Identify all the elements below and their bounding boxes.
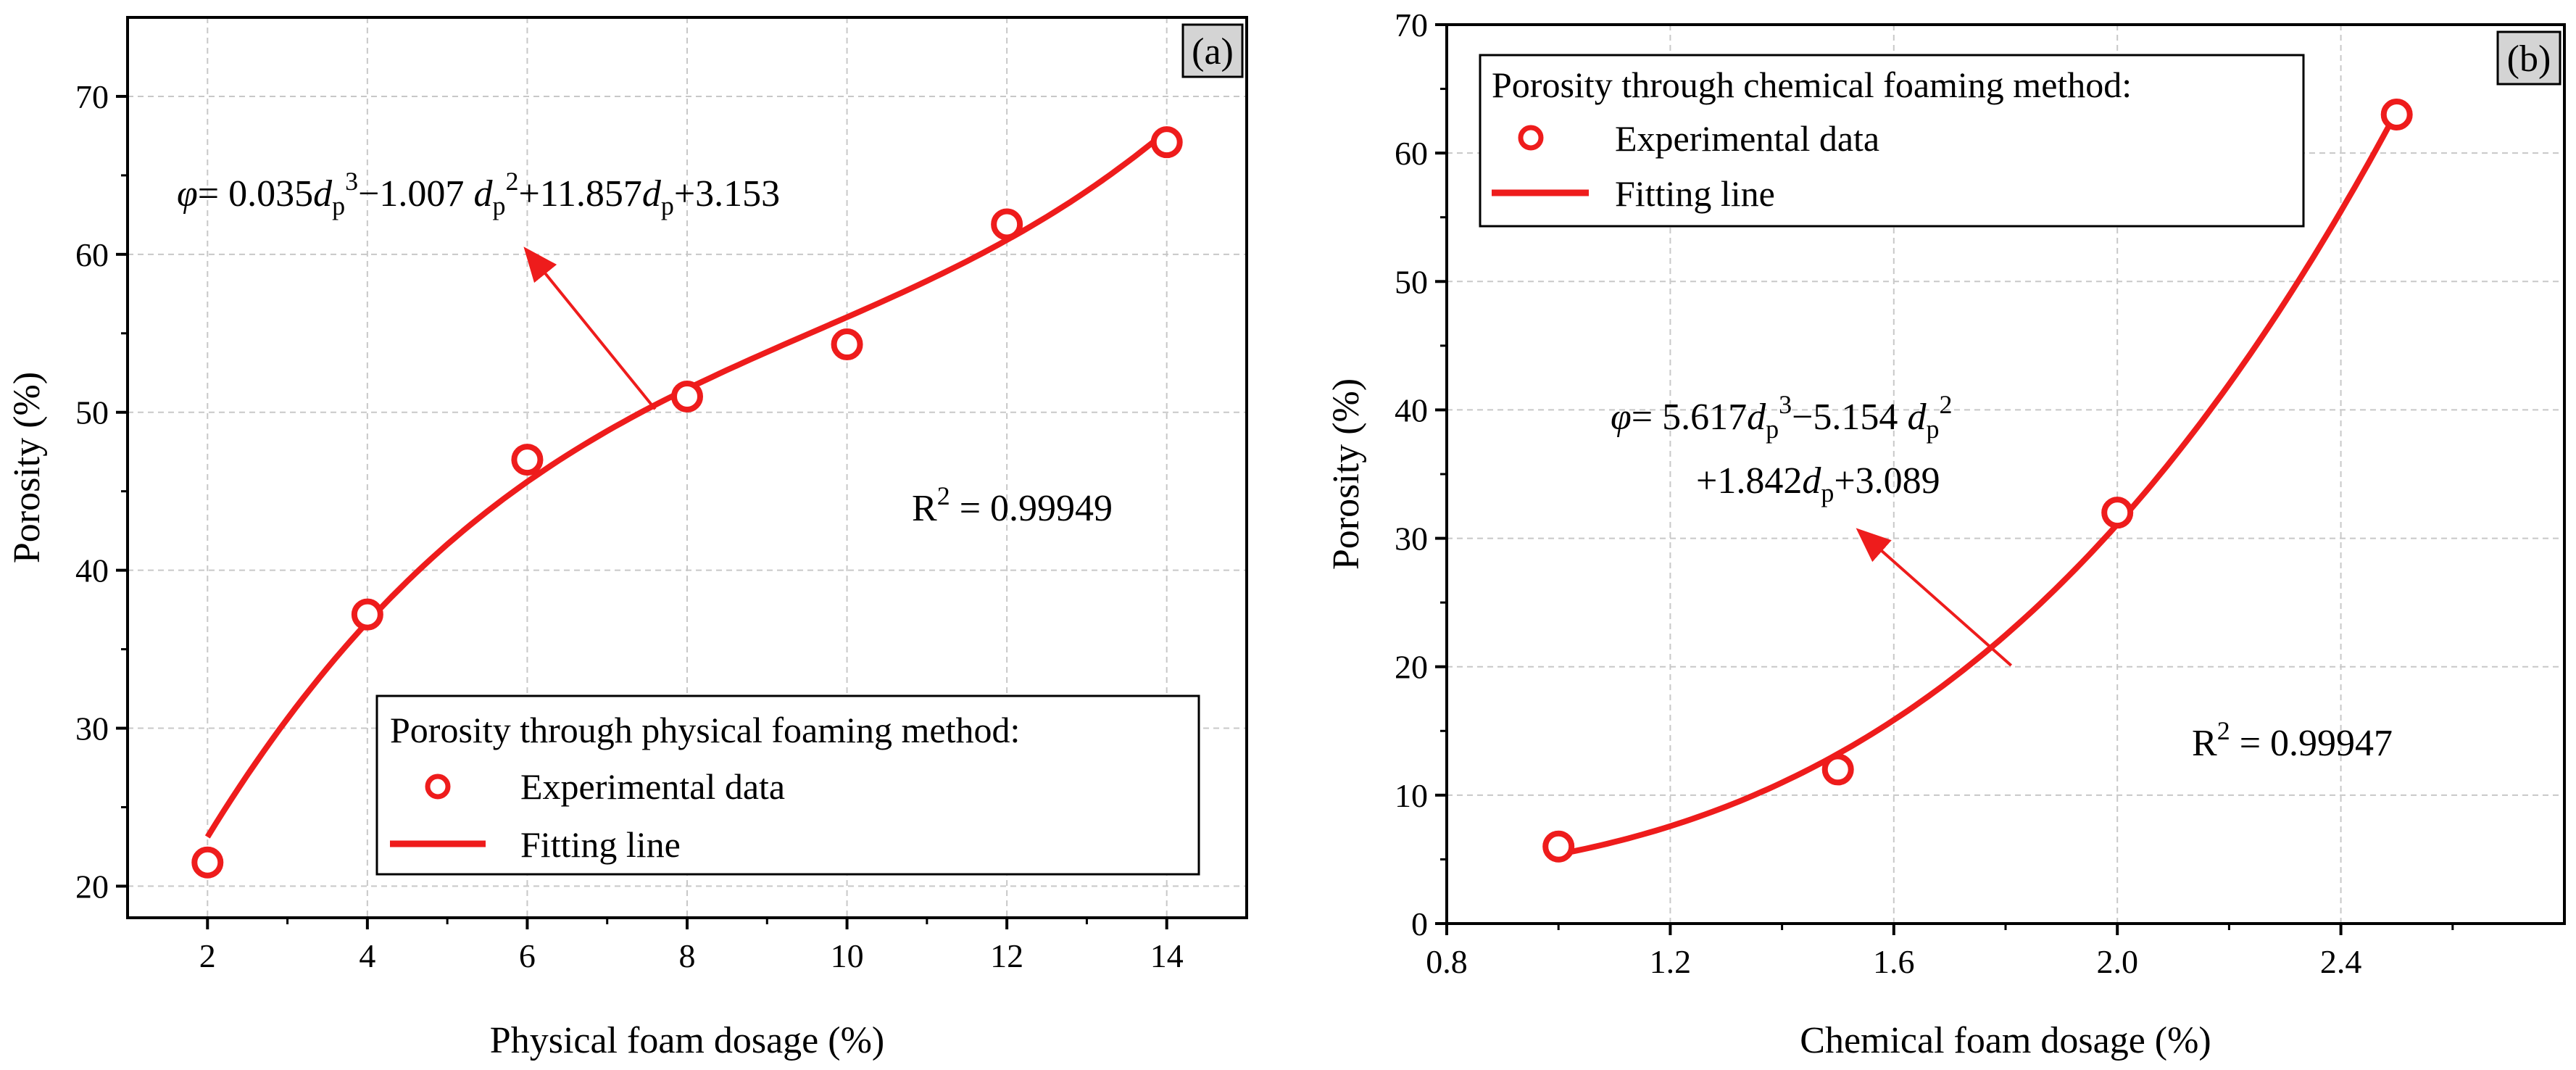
panel-a-legend-entry-data: Experimental data [520,766,785,807]
b-xtick-label: 0.8 [1426,943,1468,980]
panel-b-legend: Porosity through chemical foaming method… [1479,54,2305,228]
b-ytick-label: 40 [1395,391,1428,428]
a-xtick-label: 14 [1150,937,1184,974]
b-ytick-label: 50 [1395,263,1428,300]
b-ytick-label: 30 [1395,521,1428,557]
a-data-point [1150,126,1183,159]
panel-b-eq-term1: = 5.617 [1632,397,1747,438]
panel-b-eq-term4: +3.089 [1834,460,1940,502]
b-xtick-label: 1.2 [1650,943,1692,980]
a-xtick-label: 8 [679,937,696,974]
panel-a-points-layer [191,126,1183,879]
panel-a-equation: φ= 0.035dp3−1.007 dp2+11.857dp+3.153 [177,167,780,220]
b-ytick-label: 10 [1395,777,1428,814]
panel-b-annotation-arrow [1856,528,2013,667]
a-ytick-label: 30 [75,710,109,747]
panel-b-equation-line2: +1.842dp+3.089 [1696,460,1940,507]
b-fitting-line [1558,109,2400,858]
panel-b-eq-term2: −5.154 [1792,397,1907,438]
panel-b-xlabel: Chemical foam dosage (%) [1800,1020,2211,1061]
panel-b-ticks: 0.8 1.2 1.6 2.0 2.4 0 10 20 30 40 50 60 70 [1395,7,2454,980]
b-data-point [2101,497,2134,529]
panel-b-legend-title: Porosity through chemical foaming method… [1492,65,2132,105]
a-xtick-label: 2 [199,937,216,974]
a-data-point [991,208,1023,241]
panel-b-r2-value: = 0.99947 [2230,723,2393,764]
a-ytick-label: 20 [75,868,109,905]
panel-a-eq-term3: +11.857 [518,173,641,215]
panel-a-eq-term4: +3.153 [674,173,780,215]
b-data-point [2380,99,2413,130]
panel-a-ticks: 2 4 6 8 10 12 14 20 30 40 50 60 70 [75,78,1184,974]
panel-b-ylabel: Porosity (%) [1326,378,1367,570]
panel-a-legend-marker [425,774,451,800]
a-data-point [351,598,383,631]
a-ytick-label: 70 [75,78,109,115]
panel-b-eq-var: φ [1611,397,1632,438]
panel-b-equation-line1: φ= 5.617dp3−5.154 dp2 [1611,390,1952,444]
panel-b-legend-entry-fit: Fitting line [1615,173,1775,214]
panel-a-xlabel: Physical foam dosage (%) [490,1020,884,1061]
panel-a-annotation-arrow [523,246,657,410]
b-data-point [1821,753,1854,786]
b-ytick-label: 20 [1395,649,1428,686]
b-xtick-label: 2.4 [2320,943,2362,980]
panel-a-legend-title: Porosity through physical foaming method… [390,710,1020,750]
a-ytick-label: 50 [75,394,109,431]
a-xtick-label: 10 [831,937,864,974]
b-ytick-label: 70 [1395,7,1428,43]
panel-a-eq-var: φ [177,173,198,215]
a-data-point [831,328,863,361]
a-data-point [191,846,224,879]
panel-a-r2-label: R [912,488,937,529]
panel-a-legend-box [375,694,1200,876]
a-ytick-label: 60 [75,236,109,273]
panel-b-r2: R2 = 0.99947 [2192,716,2393,764]
panel-a-r2: R2 = 0.99949 [912,481,1113,529]
a-xtick-label: 12 [990,937,1023,974]
b-ytick-label: 60 [1395,135,1428,172]
panel-a-legend: Porosity through physical foaming method… [375,694,1200,876]
panel-b-label-box [2496,30,2562,86]
b-xtick-label: 2.0 [2096,943,2138,980]
panel-b-eq-term3: +1.842 [1696,460,1802,502]
panel-a-label: (a) [1192,31,1234,72]
panel-b-legend-box [1479,54,2305,228]
a-xtick-label: 6 [519,937,536,974]
a-xtick-label: 4 [359,937,375,974]
panel-a-label-box [1181,23,1244,78]
a-data-point [511,444,544,476]
panel-b-r2-label: R [2192,723,2217,764]
b-data-point [1542,830,1575,863]
a-ytick-label: 40 [75,552,109,589]
chart-panel-a: 2 4 6 8 10 12 14 20 30 40 50 60 70 (a) Physical foam… [7,16,1248,1061]
panel-b-legend-entry-data: Experimental data [1615,118,1879,159]
panel-a-eq-term2: −1.007 [358,173,473,215]
panel-b-fit-layer [1558,109,2400,858]
panel-b-points-layer [1542,99,2413,863]
b-xtick-label: 1.6 [1873,943,1915,980]
panel-b-label: (b) [2507,38,2551,80]
panel-b-legend-marker [1518,125,1544,151]
chart-panel-b: 0.8 1.2 1.6 2.0 2.4 0 10 20 30 40 50 60 70 (b) Chemi… [1326,7,2566,1061]
b-ytick-label: 0 [1411,905,1428,942]
a-data-point [671,380,703,412]
panel-a-r2-value: = 0.99949 [950,488,1113,529]
panel-a-legend-entry-fit: Fitting line [520,824,681,865]
panel-a-ylabel: Porosity (%) [7,372,48,563]
panel-a-eq-term1: = 0.035 [198,173,313,215]
